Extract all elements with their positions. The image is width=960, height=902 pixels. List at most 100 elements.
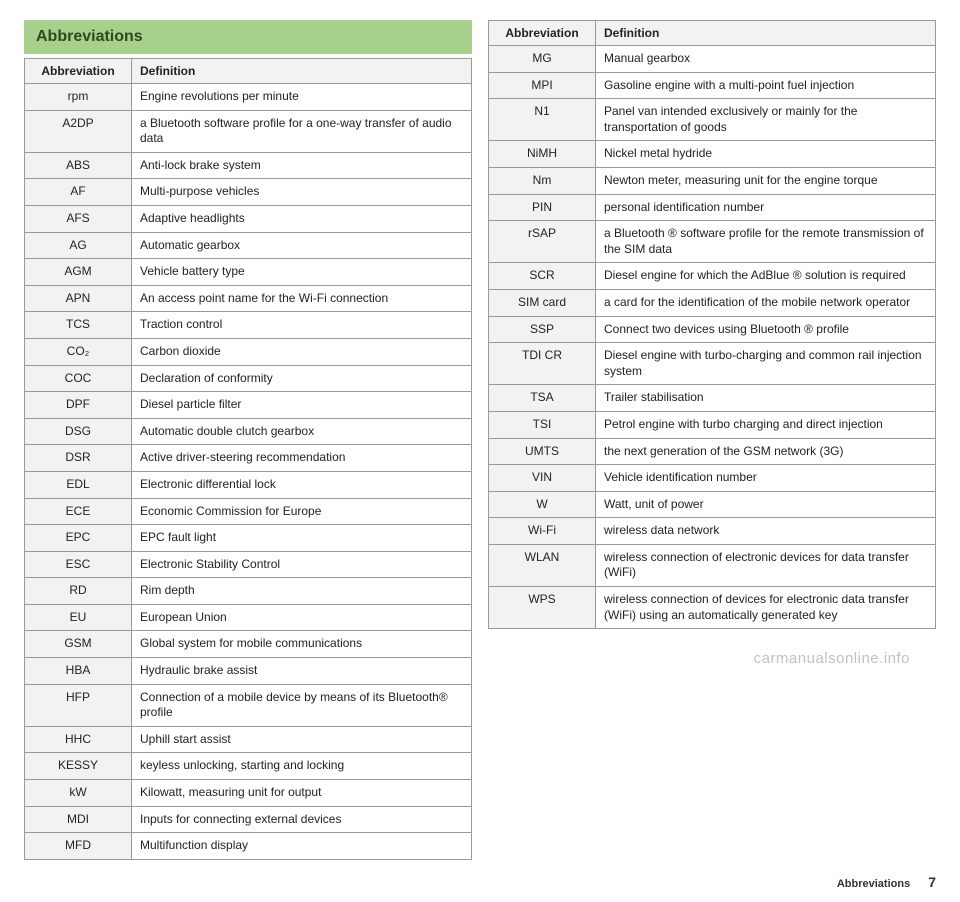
abbr-cell: PIN [489,194,596,221]
definition-cell: An access point name for the Wi-Fi conne… [132,285,472,312]
abbr-cell: SCR [489,263,596,290]
definition-cell: Newton meter, measuring unit for the eng… [596,167,936,194]
abbr-cell: UMTS [489,438,596,465]
abbr-cell: GSM [25,631,132,658]
table-row: Wi-Fiwireless data network [489,518,936,545]
abbr-cell: WLAN [489,544,596,586]
abbr-cell: TCS [25,312,132,339]
definition-cell: Hydraulic brake assist [132,658,472,685]
table-row: TSIPetrol engine with turbo charging and… [489,411,936,438]
table-row: ESCElectronic Stability Control [25,551,472,578]
table-row: WLANwireless connection of electronic de… [489,544,936,586]
table-row: AFSAdaptive headlights [25,205,472,232]
abbr-cell: HHC [25,726,132,753]
abbr-cell: EDL [25,471,132,498]
table-row: SCRDiesel engine for which the AdBlue ® … [489,263,936,290]
table-row: N1Panel van intended exclusively or main… [489,99,936,141]
abbr-cell: ESC [25,551,132,578]
abbr-cell: AFS [25,205,132,232]
definition-cell: Multifunction display [132,833,472,860]
definition-cell: European Union [132,604,472,631]
table-row: MGManual gearbox [489,46,936,73]
table-row: AFMulti-purpose vehicles [25,179,472,206]
abbr-cell: AG [25,232,132,259]
definition-cell: Electronic differential lock [132,471,472,498]
abbr-cell: SIM card [489,289,596,316]
definition-cell: Electronic Stability Control [132,551,472,578]
abbr-cell: AGM [25,259,132,286]
abbr-cell: WPS [489,587,596,629]
definition-cell: a Bluetooth ® software profile for the r… [596,221,936,263]
table-row: MDIInputs for connecting external device… [25,806,472,833]
abbr-cell: TSA [489,385,596,412]
definition-cell: personal identification number [596,194,936,221]
table-row: rSAPa Bluetooth ® software profile for t… [489,221,936,263]
header-def: Definition [596,21,936,46]
table-row: SSPConnect two devices using Bluetooth ®… [489,316,936,343]
table-row: EPCEPC fault light [25,525,472,552]
abbr-cell: HFP [25,684,132,726]
definition-cell: Diesel engine with turbo-charging and co… [596,343,936,385]
table-row: UMTSthe next generation of the GSM netwo… [489,438,936,465]
definition-cell: Carbon dioxide [132,338,472,365]
definition-cell: Global system for mobile communications [132,631,472,658]
definition-cell: Nickel metal hydride [596,141,936,168]
table-row: WWatt, unit of power [489,491,936,518]
abbr-cell: DPF [25,392,132,419]
definition-cell: Active driver-steering recommendation [132,445,472,472]
table-row: HHCUphill start assist [25,726,472,753]
abbr-cell: COC [25,365,132,392]
abbr-cell: NiMH [489,141,596,168]
abbr-cell: AF [25,179,132,206]
section-title: Abbreviations [24,20,472,54]
abbr-cell: N1 [489,99,596,141]
table-row: CO₂Carbon dioxide [25,338,472,365]
table-row: DSGAutomatic double clutch gearbox [25,418,472,445]
table-row: TSATrailer stabilisation [489,385,936,412]
abbr-cell: HBA [25,658,132,685]
definition-cell: Declaration of conformity [132,365,472,392]
definition-cell: Kilowatt, measuring unit for output [132,780,472,807]
table-row: DSRActive driver-steering recommendation [25,445,472,472]
table-row: EDLElectronic differential lock [25,471,472,498]
definition-cell: wireless connection of electronic device… [596,544,936,586]
abbr-cell: VIN [489,465,596,492]
definition-cell: a card for the identification of the mob… [596,289,936,316]
definition-cell: Connect two devices using Bluetooth ® pr… [596,316,936,343]
page-content: Abbreviations Abbreviation Definition rp… [0,0,960,868]
abbr-cell: W [489,491,596,518]
abbr-cell: DSG [25,418,132,445]
definition-cell: Manual gearbox [596,46,936,73]
table-row: EUEuropean Union [25,604,472,631]
definition-cell: Diesel engine for which the AdBlue ® sol… [596,263,936,290]
abbreviations-table-right: Abbreviation Definition MGManual gearbox… [488,20,936,629]
definition-cell: Vehicle identification number [596,465,936,492]
left-column: Abbreviations Abbreviation Definition rp… [24,20,472,860]
table-row: DPFDiesel particle filter [25,392,472,419]
definition-cell: Uphill start assist [132,726,472,753]
abbr-cell: rSAP [489,221,596,263]
definition-cell: Petrol engine with turbo charging and di… [596,411,936,438]
definition-cell: the next generation of the GSM network (… [596,438,936,465]
table-row: COCDeclaration of conformity [25,365,472,392]
definition-cell: Panel van intended exclusively or mainly… [596,99,936,141]
abbr-cell: Nm [489,167,596,194]
table-row: AGAutomatic gearbox [25,232,472,259]
definition-cell: Watt, unit of power [596,491,936,518]
abbr-cell: SSP [489,316,596,343]
definition-cell: Trailer stabilisation [596,385,936,412]
table-row: HBAHydraulic brake assist [25,658,472,685]
definition-cell: Traction control [132,312,472,339]
abbr-cell: MG [489,46,596,73]
definition-cell: wireless connection of devices for elect… [596,587,936,629]
definition-cell: Engine revolutions per minute [132,84,472,111]
table-row: MPIGasoline engine with a multi-point fu… [489,72,936,99]
abbr-cell: EPC [25,525,132,552]
abbr-cell: MDI [25,806,132,833]
table-row: SIM carda card for the identification of… [489,289,936,316]
definition-cell: Connection of a mobile device by means o… [132,684,472,726]
footer-section: Abbreviations [837,878,910,890]
definition-cell: Automatic gearbox [132,232,472,259]
definition-cell: Economic Commission for Europe [132,498,472,525]
abbr-cell: TDI CR [489,343,596,385]
